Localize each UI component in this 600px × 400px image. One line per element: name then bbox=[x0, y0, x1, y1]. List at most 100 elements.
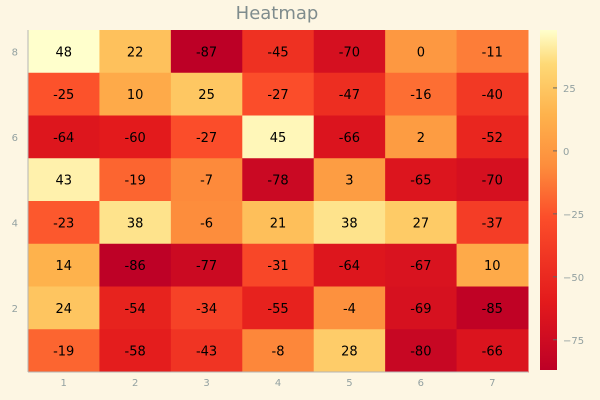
cell-value-label: 38 bbox=[341, 216, 358, 231]
x-tick-label: 3 bbox=[203, 378, 209, 389]
cell-value-label: 28 bbox=[341, 345, 358, 360]
heatmap-cell bbox=[28, 30, 100, 74]
cell-value-label: -69 bbox=[410, 302, 431, 317]
y-tick-label: 8 bbox=[12, 47, 18, 58]
cell-value-label: 3 bbox=[345, 174, 353, 189]
cell-value-label: -4 bbox=[343, 302, 356, 317]
heatmap-cell bbox=[99, 201, 172, 245]
heatmap-cell bbox=[456, 286, 529, 330]
heatmap-cell bbox=[313, 115, 386, 159]
heatmap-cell bbox=[242, 30, 315, 74]
cell-value-label: -78 bbox=[267, 174, 288, 189]
cell-value-label: -66 bbox=[482, 345, 503, 360]
heatmap-cell bbox=[99, 329, 172, 373]
heatmap-cell bbox=[385, 30, 458, 74]
cell-value-label: -52 bbox=[482, 131, 503, 146]
colorbar-tick-label: 25 bbox=[563, 84, 576, 95]
heatmap-cell bbox=[385, 243, 458, 287]
cell-value-label: 22 bbox=[127, 45, 144, 60]
heatmap-cell bbox=[170, 115, 243, 159]
cell-value-label: -67 bbox=[410, 259, 431, 274]
colorbar-tick-label: −75 bbox=[563, 336, 584, 347]
heatmap-cell bbox=[456, 329, 529, 373]
heatmap-cell bbox=[313, 201, 386, 245]
heatmap-cells: 48 22 -87 -45 -70 0 -11 -25 10 25 -27 -47 -16 -40 -64 -… bbox=[27, 30, 529, 373]
cell-value-label: 0 bbox=[417, 45, 425, 60]
cell-value-label: -27 bbox=[267, 88, 288, 103]
x-tick-label: 7 bbox=[489, 378, 495, 389]
cell-value-label: 10 bbox=[484, 259, 501, 274]
cell-value-label: -58 bbox=[125, 345, 146, 360]
cell-value-label: 48 bbox=[55, 45, 72, 60]
heatmap-cell bbox=[385, 286, 458, 330]
heatmap-cell bbox=[313, 158, 386, 202]
heatmap-cell bbox=[385, 158, 458, 202]
cell-value-label: 14 bbox=[55, 259, 72, 274]
y-axis-ticks: 2 4 6 8 bbox=[12, 47, 18, 315]
cell-value-label: -27 bbox=[196, 131, 217, 146]
heatmap-cell bbox=[385, 201, 458, 245]
cell-value-label: -70 bbox=[482, 174, 503, 189]
y-tick-label: 6 bbox=[12, 133, 18, 144]
heatmap-cell bbox=[28, 158, 100, 202]
cell-value-label: -80 bbox=[410, 345, 431, 360]
cell-value-label: -64 bbox=[339, 259, 360, 274]
heatmap-cell bbox=[99, 115, 172, 159]
cell-value-label: -87 bbox=[196, 45, 217, 60]
heatmap-cell bbox=[28, 329, 100, 373]
cell-value-label: 21 bbox=[270, 216, 287, 231]
heatmap-cell bbox=[242, 329, 315, 373]
cell-value-label: -70 bbox=[339, 45, 360, 60]
y-tick-label: 2 bbox=[12, 304, 18, 315]
cell-value-label: -66 bbox=[339, 131, 360, 146]
colorbar-ticks: 25 0 −25 −50 −75 bbox=[553, 84, 584, 347]
y-tick-label: 4 bbox=[12, 218, 18, 229]
cell-value-label: -31 bbox=[267, 259, 288, 274]
heatmap-cell bbox=[313, 286, 386, 330]
heatmap-cell bbox=[385, 329, 458, 373]
heatmap-cell bbox=[28, 243, 100, 287]
heatmap-cell bbox=[456, 158, 529, 202]
heatmap-cell bbox=[170, 286, 243, 330]
heatmap-cell bbox=[242, 115, 315, 159]
cell-value-label: -54 bbox=[125, 302, 146, 317]
heatmap-cell bbox=[313, 30, 386, 74]
heatmap-cell bbox=[99, 30, 172, 74]
heatmap-cell bbox=[28, 201, 100, 245]
cell-value-label: -37 bbox=[482, 216, 503, 231]
cell-value-label: 38 bbox=[127, 216, 144, 231]
cell-value-label: 24 bbox=[55, 302, 72, 317]
x-tick-label: 2 bbox=[132, 378, 138, 389]
heatmap-cell bbox=[456, 72, 529, 116]
heatmap-cell bbox=[170, 72, 243, 116]
heatmap-cell bbox=[170, 329, 243, 373]
heatmap-cell bbox=[456, 30, 529, 74]
cell-value-label: -45 bbox=[267, 45, 288, 60]
colorbar-tick-label: −50 bbox=[563, 273, 584, 284]
cell-value-label: -7 bbox=[200, 174, 213, 189]
cell-value-label: -55 bbox=[267, 302, 288, 317]
colorbar-tick-label: 0 bbox=[563, 147, 569, 158]
heatmap-cell bbox=[242, 286, 315, 330]
x-tick-label: 5 bbox=[346, 378, 352, 389]
cell-value-label: -65 bbox=[410, 174, 431, 189]
cell-value-label: -85 bbox=[482, 302, 503, 317]
cell-value-label: 45 bbox=[270, 131, 287, 146]
cell-value-label: -77 bbox=[196, 259, 217, 274]
heatmap-cell bbox=[385, 115, 458, 159]
heatmap-cell bbox=[99, 72, 172, 116]
heatmap-cell bbox=[99, 243, 172, 287]
cell-value-label: -19 bbox=[125, 174, 146, 189]
heatmap-cell bbox=[28, 72, 100, 116]
heatmap-cell bbox=[242, 158, 315, 202]
heatmap-cell bbox=[313, 329, 386, 373]
cell-value-label: 25 bbox=[198, 88, 215, 103]
cell-value-label: -19 bbox=[53, 345, 74, 360]
x-tick-label: 6 bbox=[418, 378, 424, 389]
cell-value-label: -6 bbox=[200, 216, 213, 231]
heatmap-cell bbox=[28, 286, 100, 330]
cell-value-label: -25 bbox=[53, 88, 74, 103]
heatmap-cell bbox=[28, 115, 100, 159]
cell-value-label: -86 bbox=[125, 259, 146, 274]
heatmap-cell bbox=[242, 72, 315, 116]
